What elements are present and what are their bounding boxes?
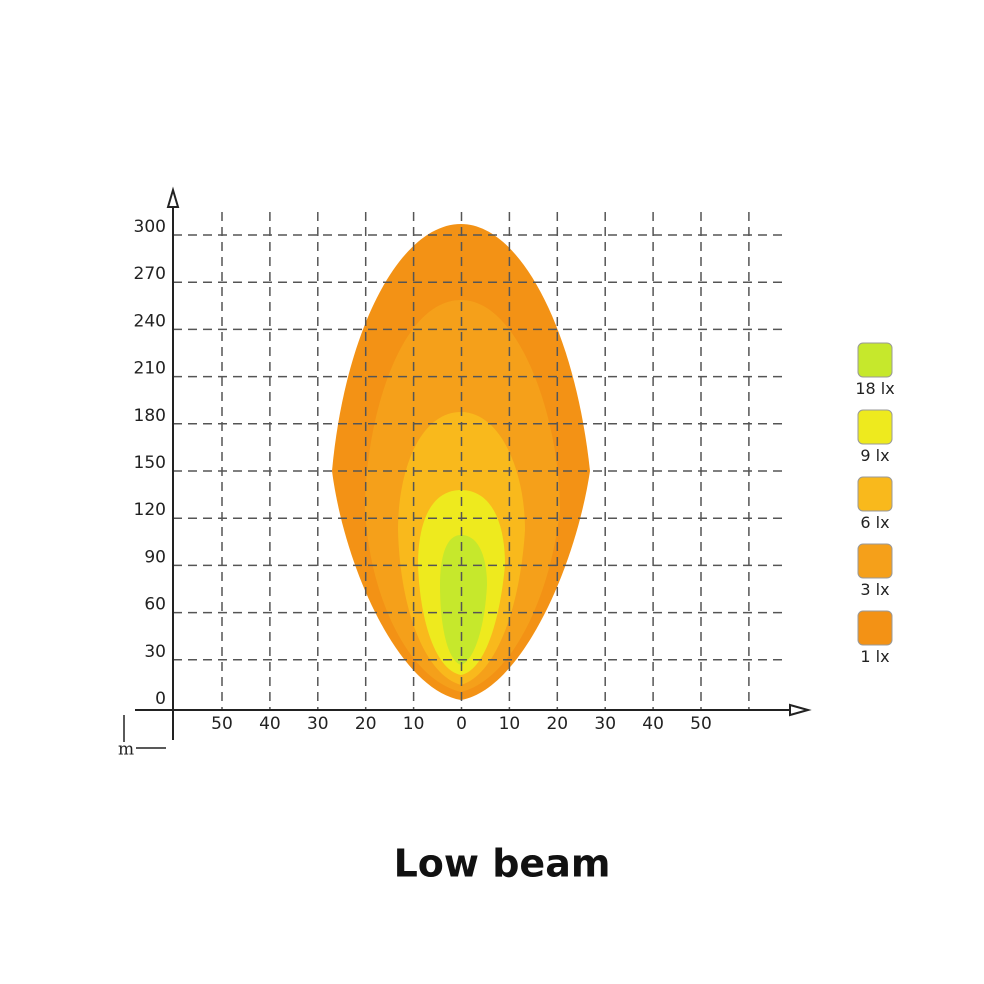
legend-swatch (857, 342, 893, 378)
y-tick-label: 210 (134, 359, 166, 379)
x-tick-label: 50 (690, 714, 712, 734)
legend-swatch (857, 476, 893, 512)
y-tick-label: 0 (155, 689, 166, 709)
x-tick-label: 40 (642, 714, 664, 734)
y-tick-label: 150 (134, 453, 166, 473)
x-arrow (789, 703, 812, 717)
unit-label: m (118, 740, 134, 760)
caption: Low beam (394, 842, 611, 886)
y-tick-label: 270 (134, 264, 166, 284)
x-tick-label: 20 (355, 714, 377, 734)
legend-swatch (857, 543, 893, 579)
y-arrow (166, 186, 180, 208)
legend-label: 3 lx (860, 580, 889, 599)
x-tick-label: 30 (307, 714, 329, 734)
x-tick-label: 30 (594, 714, 616, 734)
y-tick-label: 60 (144, 595, 166, 615)
legend-swatch (857, 610, 893, 646)
y-tick-label: 120 (134, 500, 166, 520)
legend-label: 9 lx (860, 446, 889, 465)
y-tick-label: 300 (134, 217, 166, 237)
legend-swatch (857, 409, 893, 445)
y-tick-label: 180 (134, 406, 166, 426)
x-tick-label: 10 (403, 714, 425, 734)
legend: 18 lx 9 lx 6 lx 3 lx 1 lx (855, 342, 895, 666)
y-tick-label: 240 (134, 311, 166, 331)
x-tick-label: 0 (456, 714, 467, 734)
grid: 0 30 60 90 120 150 180 210 240 270 300 50 40 30 20 10 0 1… (134, 212, 785, 734)
y-tick-label: 30 (144, 642, 166, 662)
x-tick-label: 20 (546, 714, 568, 734)
contour (440, 535, 487, 665)
axes (123, 186, 812, 749)
x-tick-label: 50 (211, 714, 233, 734)
x-tick-label: 10 (499, 714, 521, 734)
legend-label: 18 lx (855, 379, 894, 398)
x-tick-label: 40 (259, 714, 281, 734)
y-tick-label: 90 (144, 547, 166, 567)
legend-label: 6 lx (860, 513, 889, 532)
legend-label: 1 lx (860, 647, 889, 666)
